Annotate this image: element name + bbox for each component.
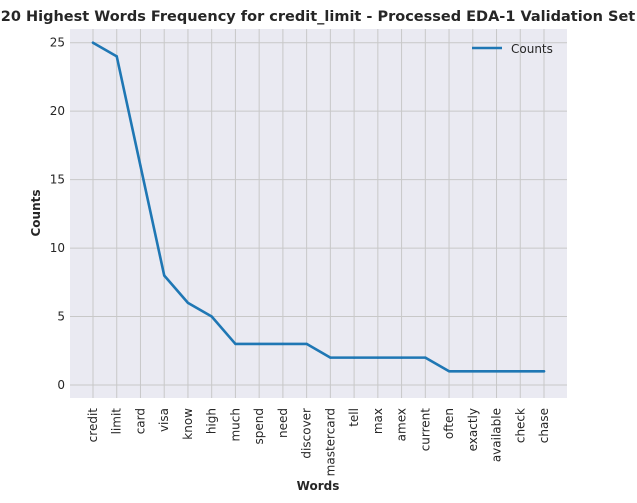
data-point [210, 315, 213, 318]
data-point [376, 356, 380, 359]
data-point [519, 370, 522, 373]
data-point [447, 370, 451, 373]
x-tick-label: check [513, 408, 527, 443]
data-point [495, 370, 498, 373]
x-tick-label: mastercard [323, 408, 337, 476]
data-point [115, 55, 118, 58]
data-point [471, 370, 474, 373]
data-point [424, 356, 427, 359]
legend-label: Counts [511, 42, 553, 56]
x-tick-label: card [133, 408, 147, 434]
data-point [139, 164, 142, 168]
data-point [542, 370, 546, 373]
x-tick-label: spend [252, 408, 266, 444]
y-axis-ticks: 0 5 10 15 20 25 [50, 36, 65, 392]
x-tick-label: need [276, 408, 290, 438]
x-tick-label: limit [110, 408, 124, 435]
x-tick-label: discover [300, 408, 314, 459]
data-point [91, 41, 95, 44]
x-tick-label: current [418, 408, 432, 452]
x-tick-label: exactly [466, 408, 480, 451]
data-point [257, 342, 261, 346]
y-tick-label: 15 [50, 173, 65, 187]
data-point [163, 274, 166, 277]
y-tick-label: 20 [50, 104, 65, 118]
data-point [281, 342, 285, 346]
x-tick-label: visa [157, 408, 171, 432]
x-tick-label: much [228, 408, 242, 442]
x-tick-label: chase [537, 408, 551, 443]
series-lines [91, 41, 546, 373]
x-tick-label: know [181, 408, 195, 440]
data-point [305, 342, 308, 346]
y-tick-label: 25 [50, 36, 65, 50]
chart-title: 20 Highest Words Frequency for credit_li… [1, 9, 636, 25]
y-tick-label: 5 [57, 310, 65, 324]
data-point [352, 356, 356, 359]
data-point [234, 342, 237, 346]
y-axis-label: Counts [29, 189, 43, 236]
y-tick-label: 10 [50, 241, 65, 255]
x-tick-label: often [442, 408, 456, 439]
y-tick-label: 0 [57, 378, 65, 392]
x-tick-label: high [205, 408, 219, 434]
data-point [186, 301, 190, 305]
x-tick-label: tell [347, 408, 361, 427]
plot-area [70, 29, 567, 398]
data-point [400, 356, 403, 359]
x-tick-label: amex [395, 408, 409, 441]
x-axis-label: Words [297, 479, 340, 493]
x-tick-label: max [371, 408, 385, 434]
x-tick-label: credit [86, 408, 100, 443]
data-point [329, 356, 332, 359]
legend: Counts [472, 42, 553, 56]
x-tick-label: available [490, 408, 504, 462]
series-line [91, 41, 546, 373]
x-axis-ticks: credit limit card visa know high much spend need… [86, 408, 551, 477]
grid-lines [70, 29, 567, 398]
